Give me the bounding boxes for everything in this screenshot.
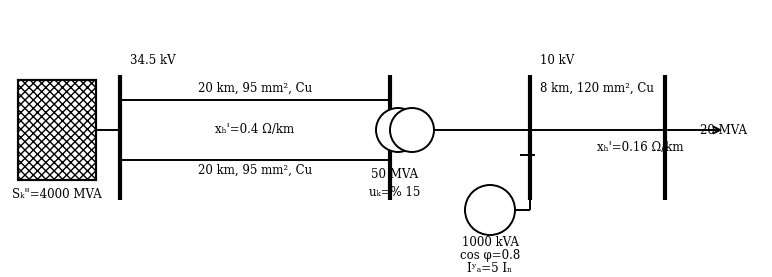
Circle shape — [465, 185, 515, 235]
Text: 1000 kVA: 1000 kVA — [462, 235, 519, 248]
Text: 20 MVA: 20 MVA — [700, 124, 747, 137]
Text: 8 km, 120 mm², Cu: 8 km, 120 mm², Cu — [540, 81, 654, 94]
Text: 10 kV: 10 kV — [540, 53, 574, 66]
Text: M: M — [483, 196, 496, 209]
Text: cos φ=0.8: cos φ=0.8 — [460, 248, 520, 261]
Text: 3~: 3~ — [482, 213, 498, 223]
Circle shape — [390, 108, 434, 152]
Circle shape — [390, 108, 434, 152]
Bar — [18, 80, 96, 180]
Text: 20 km, 95 mm², Cu: 20 km, 95 mm², Cu — [198, 163, 312, 176]
Text: uₖ=% 15: uₖ=% 15 — [369, 186, 421, 199]
Circle shape — [376, 108, 420, 152]
Text: 20 km, 95 mm², Cu: 20 km, 95 mm², Cu — [198, 81, 312, 94]
Bar — [18, 80, 96, 180]
Text: 50 MVA: 50 MVA — [371, 168, 418, 181]
Circle shape — [465, 185, 515, 235]
Text: xₕ'=0.4 Ω/km: xₕ'=0.4 Ω/km — [215, 124, 295, 137]
Text: xₕ'=0.16 Ω/km: xₕ'=0.16 Ω/km — [597, 142, 683, 155]
Text: Iʸₐ=5 Iₙ: Iʸₐ=5 Iₙ — [467, 261, 513, 275]
Text: Sₖ"=4000 MVA: Sₖ"=4000 MVA — [12, 189, 102, 201]
Circle shape — [376, 108, 420, 152]
Bar — [18, 80, 96, 180]
Text: 34.5 kV: 34.5 kV — [130, 53, 175, 66]
